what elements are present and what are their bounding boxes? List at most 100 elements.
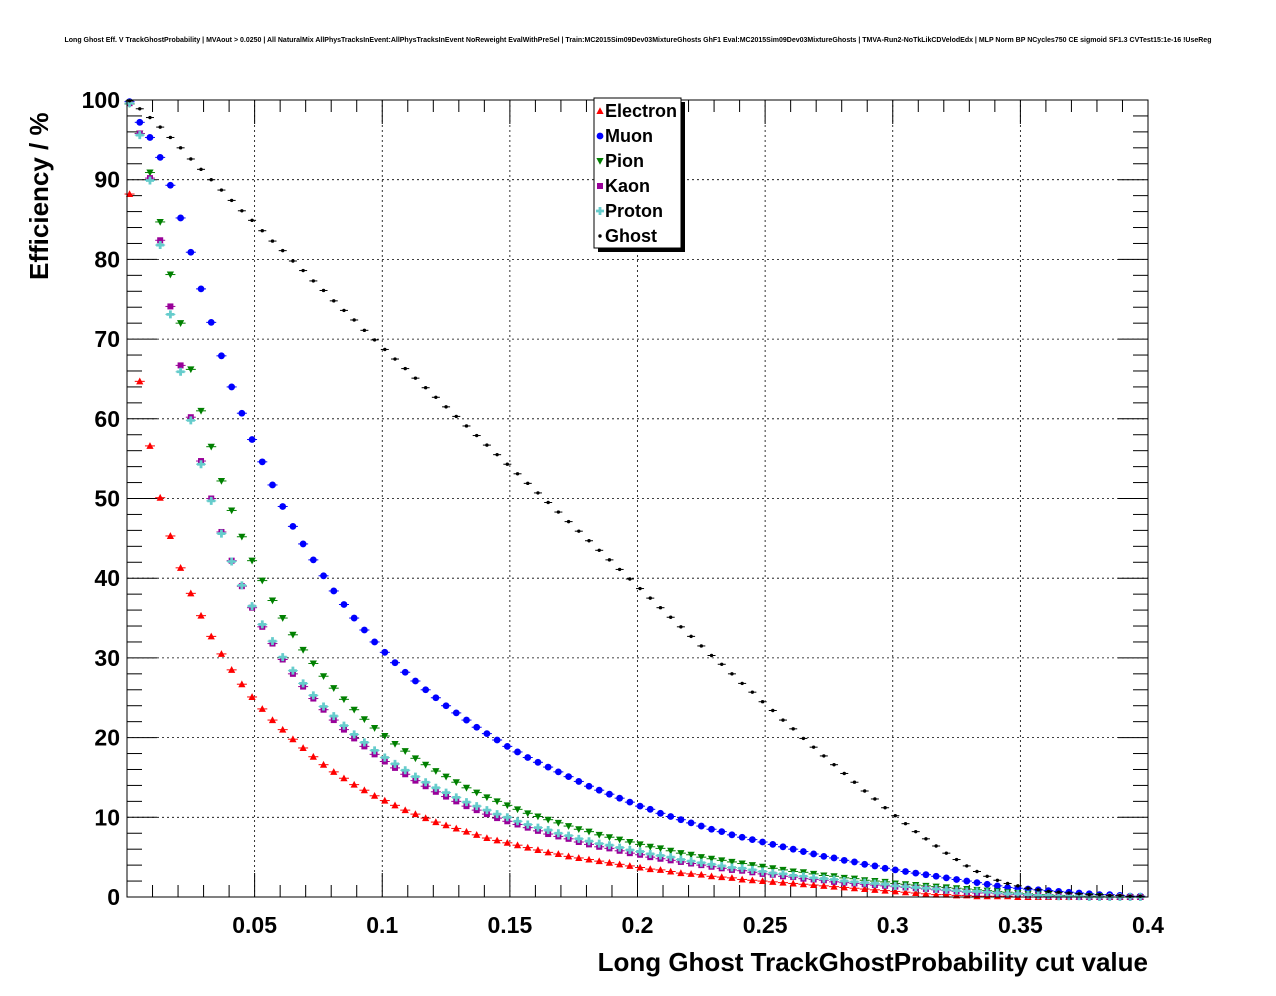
data-point — [544, 826, 553, 835]
data-point — [158, 125, 162, 129]
y-tick-labels: 0 10 20 30 40 50 60 70 80 90 100 — [82, 87, 120, 910]
data-point — [791, 727, 795, 731]
data-point — [636, 847, 645, 856]
data-point — [422, 686, 430, 694]
data-point — [380, 753, 389, 762]
data-point — [229, 198, 234, 203]
data-point — [717, 861, 726, 870]
data-point — [646, 805, 654, 813]
data-point — [954, 857, 959, 862]
data-point — [1036, 888, 1040, 892]
y-tick-label: 100 — [82, 87, 120, 113]
data-point — [383, 347, 387, 352]
x-tick-label: 0.1 — [366, 912, 398, 938]
data-point — [513, 841, 522, 849]
data-point — [401, 766, 410, 775]
data-point — [534, 758, 542, 766]
data-point — [524, 843, 532, 851]
data-point — [319, 702, 328, 711]
data-point — [167, 303, 174, 310]
data-point — [432, 818, 440, 826]
data-point — [679, 625, 683, 629]
data-point — [288, 666, 297, 675]
data-point — [485, 443, 489, 447]
data-point — [740, 681, 744, 686]
data-point — [513, 817, 522, 826]
data-point — [514, 748, 521, 756]
data-point — [227, 557, 236, 566]
legend: Electron Muon Pion Kaon Proton Ghost — [593, 97, 685, 252]
data-point — [362, 328, 367, 333]
data-point — [891, 887, 899, 895]
data-point — [350, 614, 358, 622]
data-point — [942, 890, 950, 898]
series-ghost — [125, 99, 1145, 898]
data-point — [299, 679, 308, 688]
data-point — [1067, 891, 1071, 895]
data-point — [748, 865, 757, 874]
data-point — [258, 705, 266, 712]
data-point — [207, 318, 215, 326]
data-point — [801, 736, 806, 741]
data-point — [248, 436, 256, 443]
data-point — [472, 802, 481, 811]
data-point — [350, 780, 358, 788]
data-point — [850, 877, 859, 886]
data-point — [299, 744, 307, 751]
data-point — [381, 796, 389, 804]
data-point — [819, 874, 828, 883]
data-point — [738, 875, 746, 883]
data-point — [217, 650, 226, 657]
data-point — [503, 802, 511, 810]
data-point — [258, 458, 266, 466]
data-point — [577, 529, 581, 533]
data-point — [881, 864, 889, 872]
data-point — [166, 181, 174, 189]
data-point — [983, 888, 992, 897]
data-point — [565, 773, 572, 781]
data-point — [656, 866, 665, 873]
data-point — [1003, 889, 1012, 898]
data-point — [972, 887, 981, 896]
data-point — [1014, 884, 1022, 892]
data-point — [493, 798, 501, 806]
data-point — [965, 864, 969, 868]
y-tick-label: 90 — [94, 167, 120, 193]
data-point — [146, 134, 154, 141]
legend-marker — [598, 234, 602, 238]
data-point — [299, 540, 307, 548]
x-tick-label: 0.3 — [877, 912, 909, 938]
data-point — [781, 718, 785, 722]
data-point — [667, 867, 675, 875]
data-point — [350, 730, 359, 739]
data-point — [197, 285, 205, 293]
data-point — [391, 740, 399, 748]
data-point — [452, 793, 461, 802]
x-tick-label: 0.05 — [232, 912, 277, 938]
data-point — [667, 813, 675, 820]
data-point — [177, 214, 185, 222]
data-point — [830, 854, 838, 862]
data-point — [482, 806, 491, 815]
data-point — [268, 716, 277, 724]
data-point — [840, 877, 849, 886]
data-point — [687, 857, 696, 866]
data-point — [177, 362, 184, 369]
data-point — [1108, 893, 1112, 898]
data-point — [493, 736, 501, 744]
data-point — [146, 169, 154, 177]
data-point — [697, 854, 705, 861]
series-markers — [124, 98, 1146, 901]
data-point — [309, 752, 317, 760]
data-point — [320, 572, 327, 580]
data-point — [861, 860, 869, 868]
data-point — [1077, 892, 1081, 896]
data-point — [299, 646, 307, 654]
data-point — [605, 858, 614, 866]
y-tick-label: 10 — [94, 804, 120, 830]
data-point — [536, 491, 540, 495]
data-point — [473, 831, 481, 838]
data-point — [452, 779, 460, 787]
data-point — [789, 871, 798, 880]
data-point — [209, 178, 213, 182]
